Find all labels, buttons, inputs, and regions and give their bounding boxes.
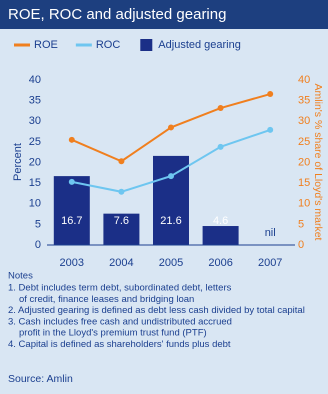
y2-tick-label: 25 bbox=[298, 136, 310, 148]
y2-tick-label: 5 bbox=[298, 218, 304, 230]
y2-tick-label: 35 bbox=[298, 95, 310, 107]
point bbox=[168, 124, 174, 131]
bar-value-label: 4.6 bbox=[213, 215, 228, 227]
bar bbox=[202, 226, 239, 245]
source: Source: Amlin bbox=[8, 373, 73, 385]
point bbox=[168, 173, 174, 180]
y-tick-label: 10 bbox=[29, 198, 41, 210]
point bbox=[68, 136, 75, 143]
note-line: 1. Debt includes term debt, subordinated… bbox=[8, 283, 232, 294]
y-tick-label: 30 bbox=[29, 115, 41, 127]
point bbox=[217, 143, 224, 150]
y-axis-title: Percent bbox=[12, 143, 24, 181]
point bbox=[118, 158, 125, 165]
chart-title: ROE, ROC and adjusted gearing bbox=[8, 6, 226, 23]
point bbox=[267, 126, 274, 133]
y-tick-label: 25 bbox=[29, 136, 41, 148]
y2-tick-label: 10 bbox=[298, 198, 310, 210]
legend-swatch bbox=[140, 39, 153, 51]
bar-value-label: 16.7 bbox=[61, 215, 82, 227]
y2-axis-title: Amlin's % share of Lloyd's market bbox=[312, 84, 324, 241]
y2-tick-label: 15 bbox=[298, 177, 310, 189]
point bbox=[267, 91, 274, 98]
y-tick-label: 0 bbox=[35, 239, 41, 251]
x-tick-label: 2003 bbox=[60, 257, 84, 269]
legend-label: ROC bbox=[96, 39, 121, 51]
bar-value-label: 21.6 bbox=[160, 215, 181, 227]
bar bbox=[103, 213, 140, 245]
bar bbox=[153, 155, 189, 245]
note-line: 4. Capital is defined as shareholders' f… bbox=[8, 339, 231, 350]
legend-label: Adjusted gearing bbox=[158, 39, 241, 51]
bar bbox=[53, 176, 90, 245]
point bbox=[68, 178, 75, 185]
point bbox=[118, 188, 125, 195]
header bbox=[0, 0, 328, 29]
y-tick-label: 5 bbox=[35, 218, 41, 230]
note-line: of credit, finance leases and bridging l… bbox=[19, 294, 194, 305]
y-tick-label: 20 bbox=[29, 156, 41, 168]
y2-tick-label: 20 bbox=[298, 156, 310, 168]
notes-title: Notes bbox=[8, 271, 33, 282]
x-tick-label: 2005 bbox=[159, 257, 183, 269]
note-line: profit in the Lloyd's premium trust fund… bbox=[19, 328, 207, 339]
y2-tick-label: 40 bbox=[298, 74, 310, 86]
x-tick-label: 2004 bbox=[109, 257, 133, 269]
note-line: 3. Cash includes free cash and undistrib… bbox=[8, 316, 232, 327]
bar-value-label: nil bbox=[265, 227, 276, 239]
y2-tick-label: 0 bbox=[298, 239, 304, 251]
y2-tick-label: 30 bbox=[298, 115, 310, 127]
note-line: 2. Adjusted gearing is defined as debt l… bbox=[8, 305, 305, 316]
y-tick-label: 40 bbox=[29, 74, 41, 86]
y-tick-label: 35 bbox=[29, 95, 41, 107]
legend-label: ROE bbox=[34, 39, 58, 51]
bar-value-label: 7.6 bbox=[114, 215, 129, 227]
y-tick-label: 15 bbox=[29, 177, 41, 189]
point bbox=[217, 105, 224, 112]
x-tick-label: 2006 bbox=[208, 257, 232, 269]
x-tick-label: 2007 bbox=[258, 257, 282, 269]
